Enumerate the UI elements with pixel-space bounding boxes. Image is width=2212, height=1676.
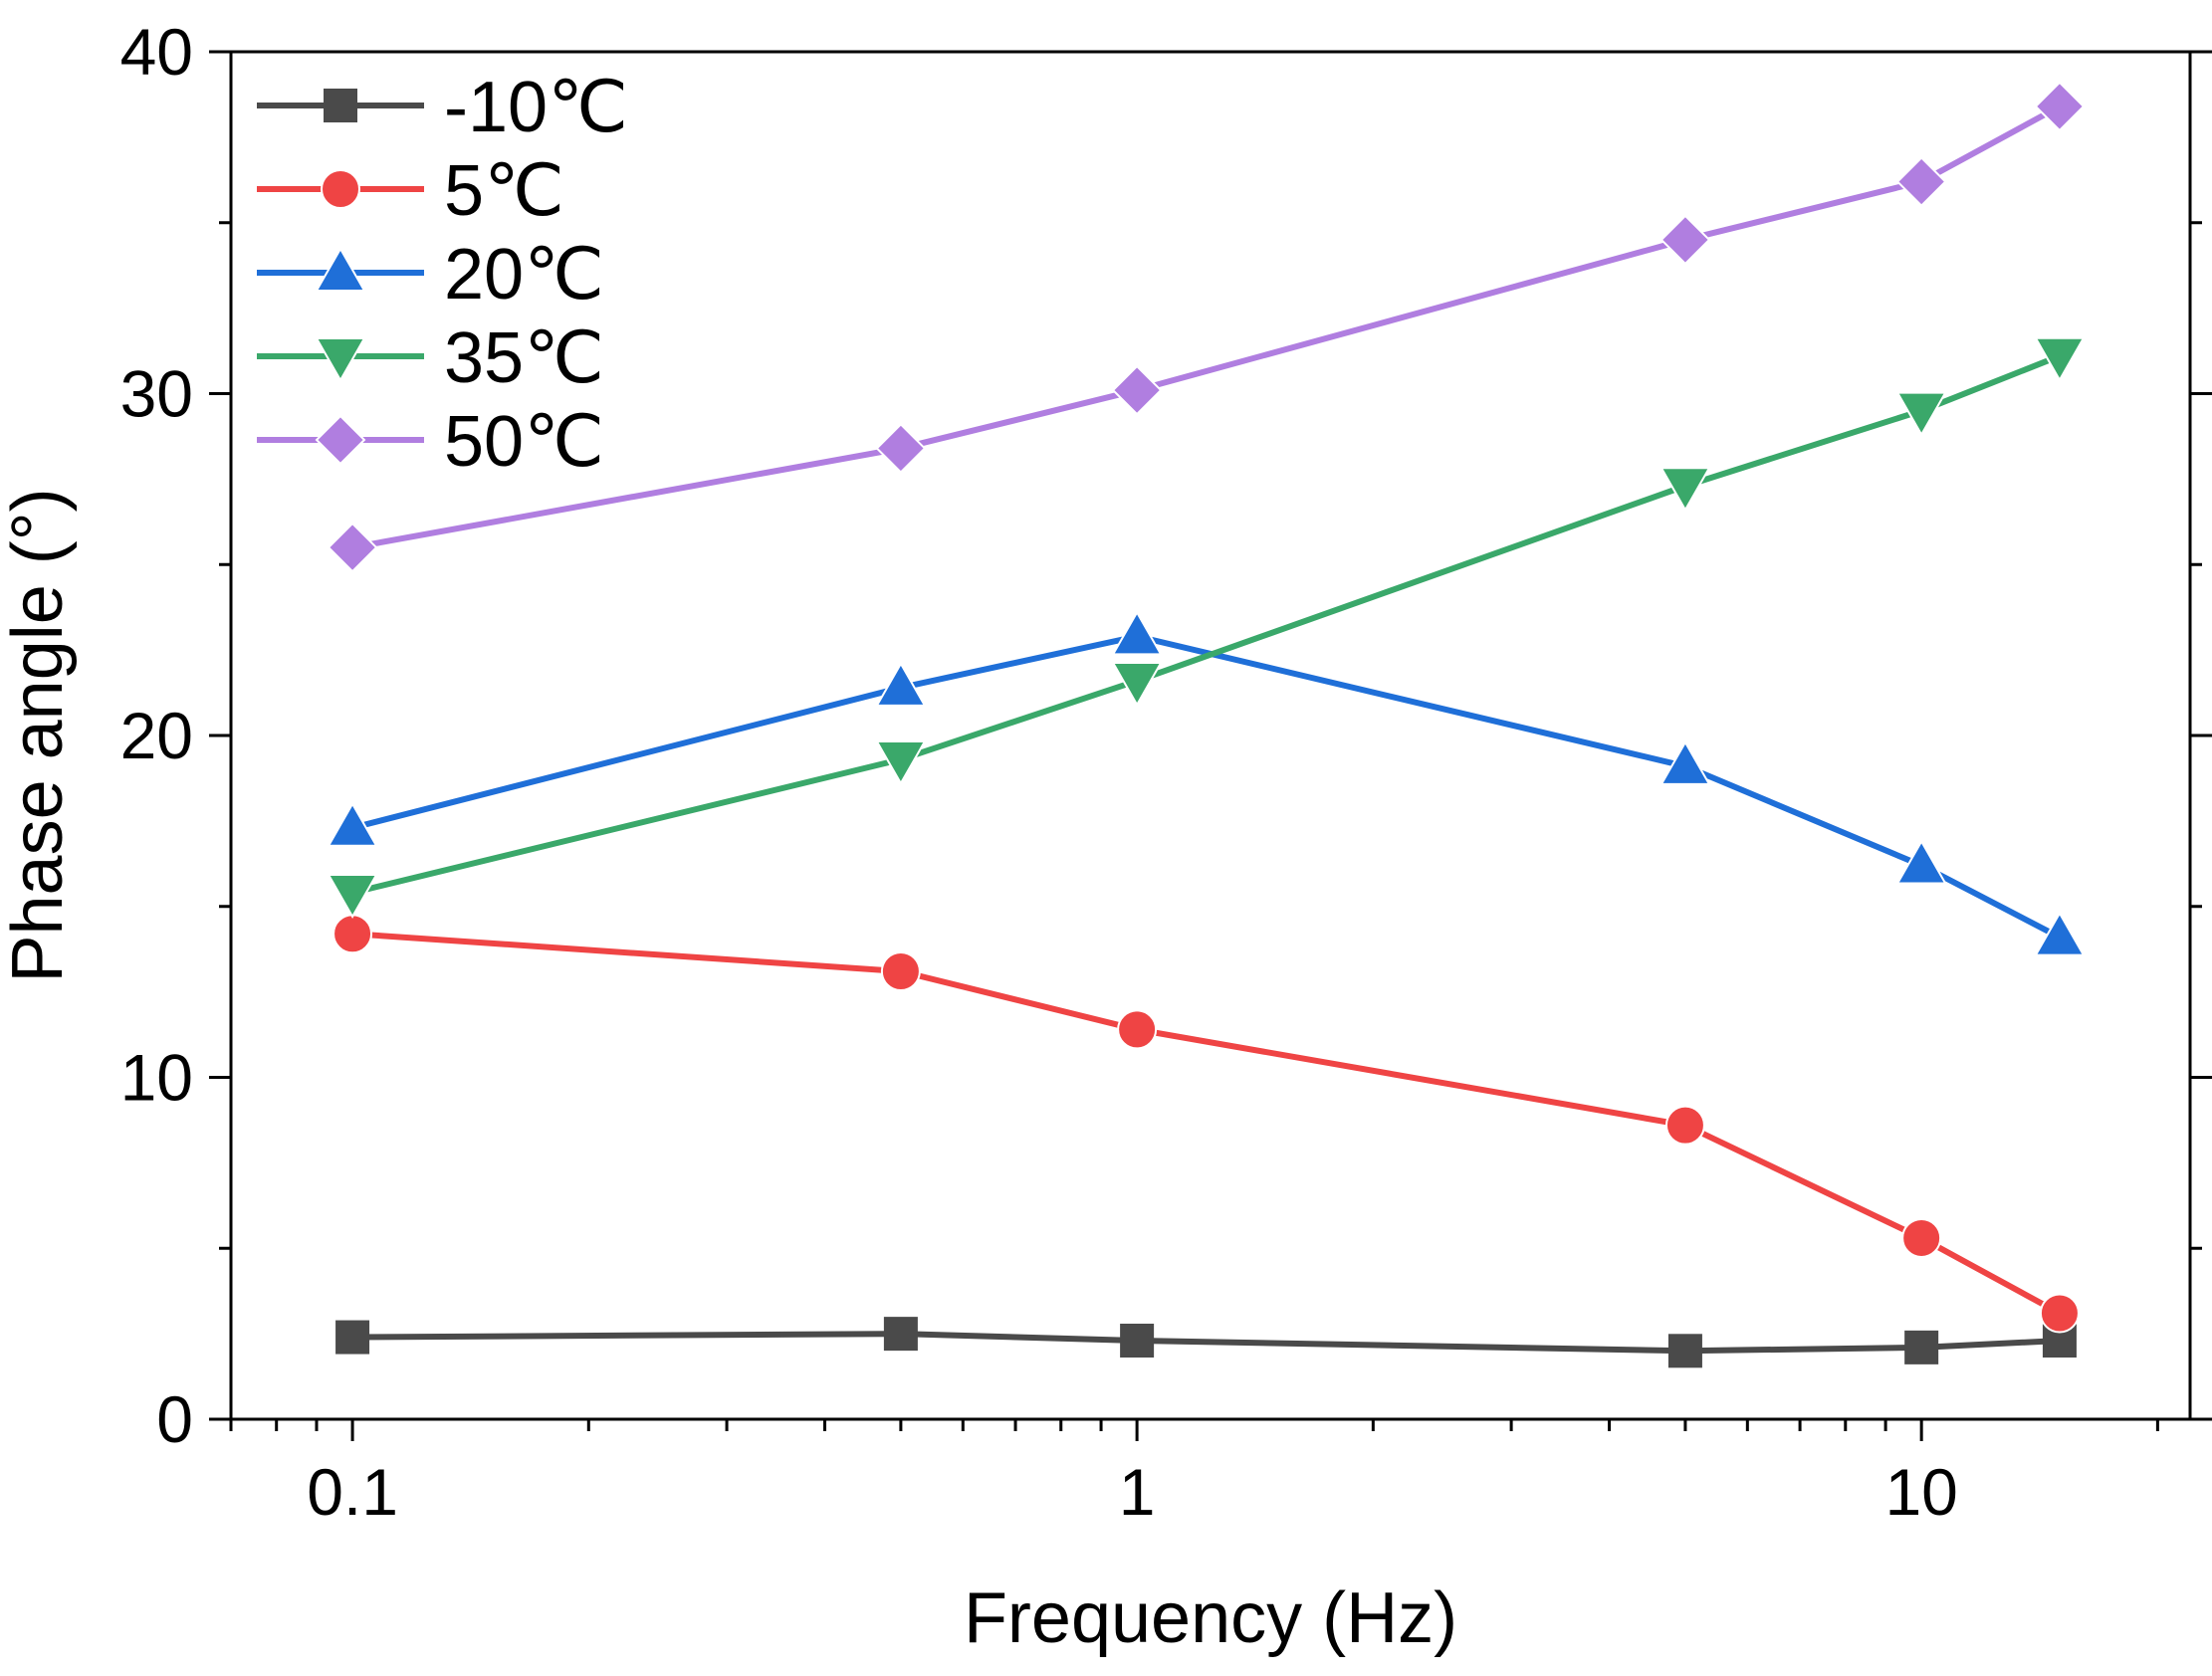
x-tick-label: 10 — [1884, 1455, 1957, 1529]
y-tick-label: 0 — [156, 1382, 193, 1456]
y-tick-label: 30 — [120, 357, 193, 431]
legend-item: 35℃ — [257, 318, 604, 398]
data-point — [327, 874, 378, 920]
y-axis-title: Phase angle (°) — [0, 488, 78, 982]
data-point — [1895, 156, 1947, 207]
legend-item: -10℃ — [257, 68, 628, 147]
legend-item: 5℃ — [257, 151, 564, 231]
series-0 — [335, 1317, 2077, 1368]
data-point — [1659, 739, 1711, 785]
legend-label: 20℃ — [444, 235, 604, 314]
legend-item: 20℃ — [257, 235, 604, 314]
y-tick-label: 20 — [120, 699, 193, 772]
data-point — [1659, 214, 1711, 266]
data-point — [1117, 1009, 1158, 1050]
legend-marker — [315, 414, 366, 466]
data-point — [2034, 81, 2086, 132]
data-point — [327, 801, 378, 847]
axis-titles: Frequency (Hz) Phase angle (°) — [0, 488, 1457, 1658]
legend-label: -10℃ — [444, 68, 628, 147]
data-point — [2034, 911, 2086, 956]
data-point — [1111, 662, 1163, 708]
series-line — [351, 633, 2062, 941]
x-tick-label: 0.1 — [307, 1455, 398, 1529]
legend-marker — [324, 89, 357, 122]
legend-marker — [315, 246, 366, 292]
series-1 — [332, 914, 2080, 1334]
legend-marker — [315, 337, 366, 383]
data-point — [1111, 364, 1163, 416]
axes: 0 10 20 30 40 0.1 1 10 — [120, 15, 2212, 1529]
data-point — [1667, 1334, 1702, 1368]
x-axis-title: Frequency (Hz) — [964, 1578, 1457, 1658]
data-point — [1901, 1217, 1942, 1258]
legend-label: 35℃ — [444, 318, 604, 398]
data-point — [883, 1317, 918, 1352]
legend-label: 50℃ — [444, 402, 604, 482]
data-point — [875, 661, 927, 707]
data-point — [1895, 391, 1947, 437]
legend-label: 5℃ — [444, 151, 564, 231]
series-line — [352, 1331, 2061, 1355]
data-point — [1895, 839, 1947, 885]
y-tick-label: 10 — [120, 1041, 193, 1115]
data-point — [1904, 1330, 1939, 1364]
y-tick-label: 40 — [120, 15, 193, 89]
data-point — [332, 914, 373, 954]
data-point — [1659, 467, 1711, 513]
legend-marker — [321, 169, 360, 209]
series-line — [351, 104, 2062, 551]
series-line — [351, 352, 2062, 896]
series-line — [351, 931, 2062, 1317]
data-point — [875, 740, 927, 786]
data-point — [1120, 1323, 1155, 1358]
x-tick-label: 1 — [1119, 1455, 1156, 1529]
data-point — [875, 423, 927, 474]
series-4 — [327, 81, 2086, 573]
data-point — [335, 1320, 370, 1355]
legend: -10℃5℃20℃35℃50℃ — [257, 68, 628, 482]
data-point — [327, 522, 378, 573]
series-3 — [327, 336, 2086, 920]
data-point — [880, 951, 921, 992]
legend-item: 50℃ — [257, 402, 604, 482]
data-point — [1111, 610, 1163, 656]
series-layer — [327, 81, 2086, 1368]
data-point — [2039, 1293, 2080, 1334]
data-point — [2034, 336, 2086, 382]
data-point — [1664, 1105, 1705, 1146]
series-2 — [327, 610, 2086, 956]
